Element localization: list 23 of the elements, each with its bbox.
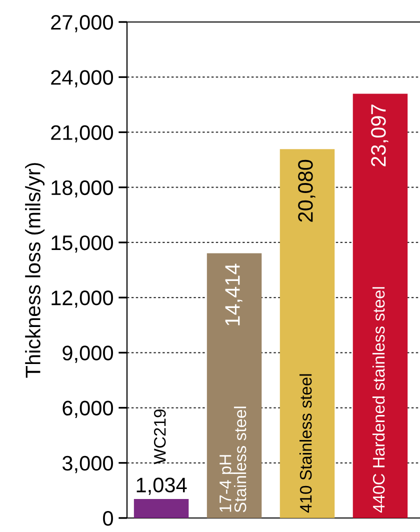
y-tick-label: 21,000 [51, 125, 113, 142]
y-tick-label: 12,000 [52, 290, 113, 308]
data-label: 20,080 [298, 160, 316, 222]
y-tick-label: 24,000 [51, 70, 113, 88]
bar [206, 253, 262, 518]
data-label: 14,414 [225, 264, 242, 326]
data-label: 1,034 [136, 478, 187, 495]
x-tick-label: WC219 [154, 410, 166, 464]
bar [134, 499, 189, 518]
x-tick-label: 440C Hardened stainless steel [372, 287, 385, 513]
x-tick-label: 410 Stainless steel [299, 374, 312, 513]
data-label: 23,097 [371, 104, 388, 166]
y-axis-title: Thickness loss (mils/yr) [25, 163, 45, 378]
bar [280, 149, 335, 518]
x-tick-label: 17-4 pH Stainless steel [220, 406, 246, 512]
y-tick-label: 0 [103, 511, 113, 526]
y-tick-label: 9,000 [62, 346, 113, 363]
y-tick-label: 3,000 [62, 456, 113, 474]
y-tick-label: 15,000 [52, 235, 113, 253]
bar [352, 94, 408, 518]
y-tick-label: 6,000 [62, 400, 113, 418]
y-tick-label: 27,000 [51, 15, 113, 32]
y-tick-label: 18,000 [52, 180, 113, 198]
